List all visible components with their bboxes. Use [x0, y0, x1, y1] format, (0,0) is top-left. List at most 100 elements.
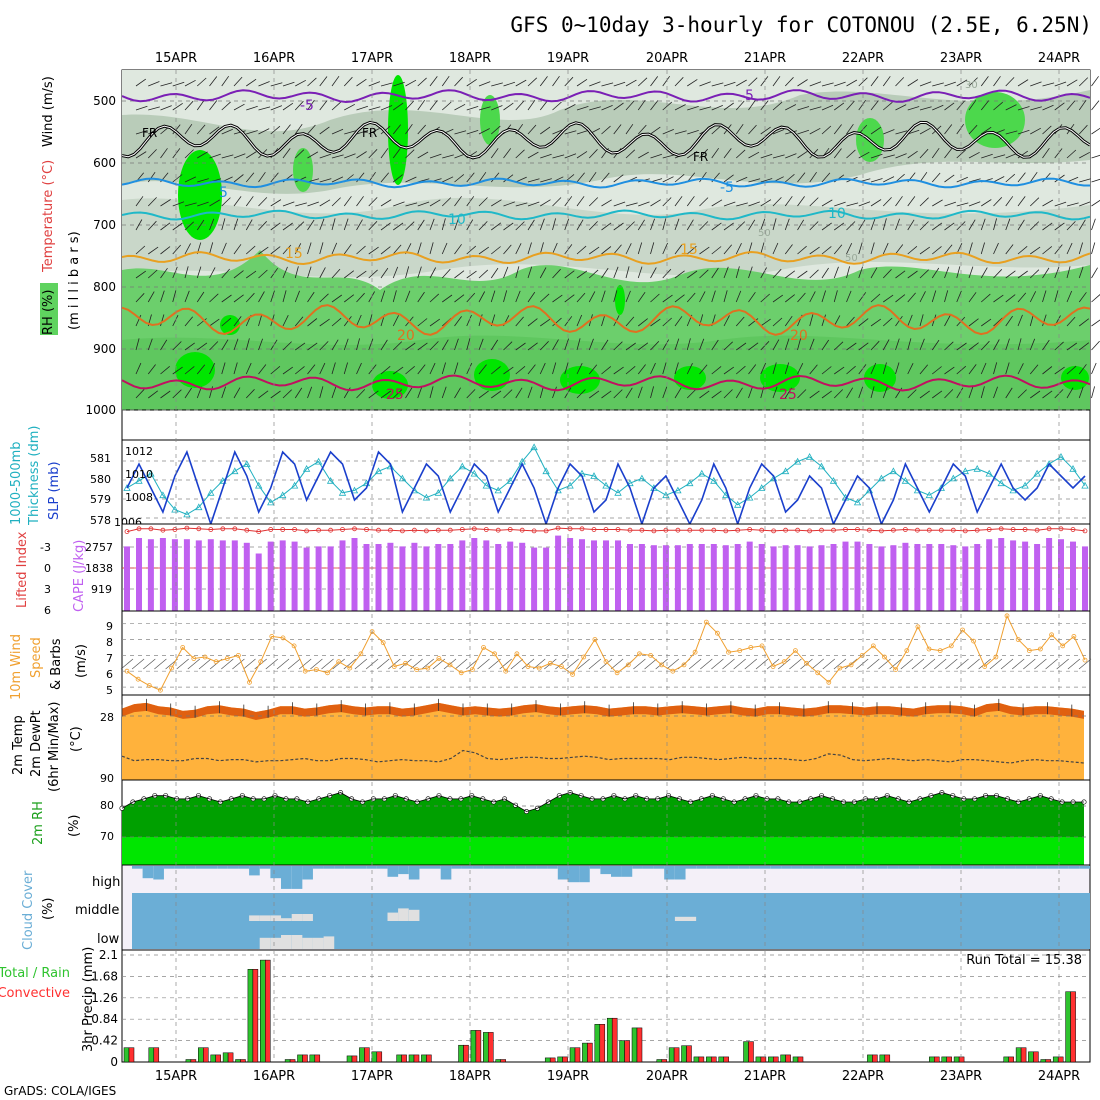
wind-speed-marker: [692, 649, 698, 655]
wind-barb: [429, 318, 441, 327]
wind-barb: [944, 266, 950, 279]
wind-barb: [270, 105, 283, 111]
wind-barb: [1054, 174, 1065, 183]
wind-barb: [356, 245, 366, 255]
precip-convective-bar: [686, 1045, 692, 1063]
wind-barb: [846, 342, 857, 351]
cape-bar: [279, 540, 286, 611]
wind10m-barb: [755, 658, 769, 670]
wind-barb: [723, 148, 732, 159]
wind-barb: [931, 246, 942, 255]
wind-barb: [723, 341, 733, 351]
wind-barb: [858, 386, 864, 399]
wind-barb: [1091, 319, 1100, 327]
wind-speed-marker: [703, 619, 709, 625]
wind-speed-marker: [547, 660, 553, 666]
wind-barb: [735, 149, 746, 159]
wind-barb: [797, 150, 808, 159]
wind-barb: [870, 340, 880, 351]
wind-barb: [772, 362, 777, 375]
wind-barb: [1029, 269, 1040, 279]
wind-barb: [148, 81, 160, 87]
wind-barb: [601, 222, 612, 231]
wind-barb: [956, 123, 965, 135]
cape-bar: [926, 544, 933, 611]
precip-total-bar: [867, 1054, 873, 1063]
wind-barb: [245, 362, 252, 375]
wind-barb: [258, 171, 266, 183]
wind-barb: [944, 366, 955, 375]
wind-barb: [637, 266, 643, 279]
wind-barb: [160, 365, 170, 375]
wind-barb: [650, 293, 660, 303]
cloud-high-cell: [855, 866, 867, 869]
wind-barb: [319, 178, 332, 183]
wind-barb: [393, 366, 404, 375]
wind-barb: [1078, 77, 1089, 87]
rh-line: [121, 792, 1084, 812]
cloud-layers: [132, 866, 1091, 949]
wind-barb: [1091, 218, 1096, 231]
precip-total-bar: [284, 1059, 291, 1063]
wind-barb: [711, 199, 723, 207]
wind-barb: [503, 366, 514, 375]
wind-barb: [588, 338, 594, 351]
rh2m-panel: 80 70 2m RH (%): [31, 779, 1091, 866]
wind-barb: [907, 314, 913, 327]
wind-barb: [846, 149, 856, 159]
cloud-high-cell: [909, 866, 920, 869]
cloud-high-cell: [206, 866, 218, 869]
wind-barb: [392, 124, 402, 135]
wind-barb: [638, 342, 649, 351]
wind-barb: [601, 199, 612, 207]
wind-barb: [980, 386, 985, 399]
wind-barb: [539, 293, 550, 303]
rh-contour-label: 30: [965, 80, 978, 91]
wind-barb: [1091, 199, 1100, 207]
wind-barb: [993, 386, 998, 399]
precip-total-bar: [1015, 1047, 1022, 1063]
wind-speed-marker: [770, 664, 776, 669]
wind-barb: [846, 79, 858, 87]
wind-barb: [540, 126, 551, 135]
wind-barb: [907, 79, 919, 87]
wind-barb: [1091, 178, 1100, 183]
wind-barb: [331, 386, 337, 399]
isotherm-label: 15: [680, 242, 698, 258]
wind-barb: [405, 100, 414, 111]
cape-bar: [267, 541, 274, 611]
cloud-high-cell: [217, 866, 228, 869]
cloud-high-cell: [504, 866, 516, 869]
wind-barb: [184, 266, 189, 279]
wind-barb: [784, 173, 795, 183]
wind-barb: [527, 364, 536, 375]
wind-barb: [196, 291, 205, 303]
wind-barb: [956, 79, 968, 87]
wind-barb: [356, 389, 366, 399]
wind-barb: [294, 221, 305, 231]
cloud-high-cell: [813, 866, 824, 869]
wind-barb: [527, 242, 532, 255]
wind-barb: [196, 266, 202, 279]
wind-barb: [968, 318, 979, 327]
wind-barb: [184, 176, 197, 183]
wind-barb: [417, 242, 422, 255]
wind-barb: [282, 290, 287, 303]
wind-barb: [417, 364, 426, 375]
wind-barb: [993, 197, 1003, 207]
wind-barb: [270, 246, 281, 255]
cape-bar: [351, 538, 358, 611]
wind-barb: [503, 222, 514, 231]
wind-barb: [429, 341, 439, 351]
wind-barb: [466, 106, 479, 111]
wind-barb: [931, 172, 941, 183]
wind-barb: [735, 123, 744, 135]
precip-convective-bar: [934, 1056, 940, 1063]
thickness-marker: [758, 484, 766, 491]
wind-barb: [405, 149, 415, 159]
precip-total-bar: [260, 959, 266, 1063]
wind-barb: [319, 218, 325, 231]
date-label: 16APR: [253, 51, 295, 66]
cloud-high-cell: [1026, 866, 1037, 869]
